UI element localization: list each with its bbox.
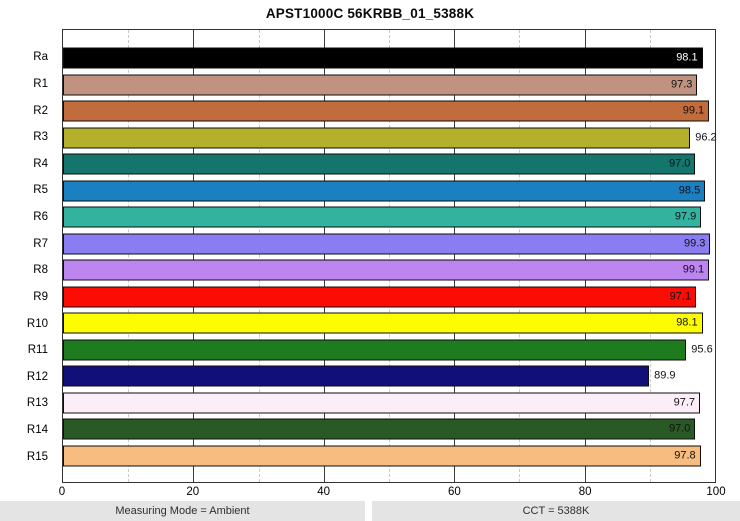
grid-major-line <box>584 30 586 482</box>
measuring-mode-text: Measuring Mode = Ambient <box>115 505 250 517</box>
bar-row: 99.3 <box>63 231 715 258</box>
gridlines <box>63 30 715 482</box>
y-axis-label: R11 <box>27 344 48 357</box>
bar-row: 98.1 <box>63 310 715 337</box>
grid-minor-line <box>519 30 521 482</box>
bar-row: 97.1 <box>63 284 715 311</box>
bar: 98.1 <box>63 312 703 334</box>
y-axis-label: R13 <box>26 397 48 410</box>
bar-row: 97.0 <box>63 416 715 443</box>
x-axis-tick-label: 80 <box>578 486 592 498</box>
bar: 97.0 <box>63 418 696 440</box>
grid-minor-line <box>258 30 260 482</box>
grid-minor-line <box>649 30 651 482</box>
plot-area: 98.1 97.3 99.1 96.2 97.0 98.5 97.9 99.3 99.1 97.1… <box>62 29 717 483</box>
bar: 97.7 <box>63 392 700 414</box>
bar: 99.3 <box>63 233 711 255</box>
y-axis-label: R6 <box>33 211 48 224</box>
bar-value-label: 97.9 <box>674 210 697 223</box>
bar-value-label: 97.7 <box>673 396 695 409</box>
x-axis-tick-label: 100 <box>706 486 726 498</box>
bar: 97.3 <box>63 74 698 96</box>
bar-rows: 98.1 97.3 99.1 96.2 97.0 98.5 97.9 99.3 99.1 97.1… <box>63 30 717 482</box>
bar: 97.0 <box>63 153 696 175</box>
bar-value-label: 96.2 <box>695 131 717 144</box>
cct-text: CCT = 5388K <box>522 505 590 517</box>
grid-major-line <box>193 30 195 482</box>
x-axis-tick-label: 60 <box>447 486 461 498</box>
bar-row: 98.5 <box>63 178 715 205</box>
bar-row: 97.7 <box>63 390 715 417</box>
bar-row: 97.3 <box>63 72 715 99</box>
bar <box>63 127 691 149</box>
x-axis-tick-label: 20 <box>186 486 200 498</box>
bar: 98.1 <box>63 47 703 69</box>
bar-row: 99.1 <box>63 98 715 125</box>
y-axis-label: R10 <box>26 317 48 330</box>
bar: 97.1 <box>63 286 697 308</box>
bar-value-label: 97.1 <box>669 290 692 303</box>
bar-value-label: 89.9 <box>654 369 676 382</box>
y-axis-label: Ra <box>33 51 48 64</box>
bar-row: 96.2 <box>63 125 717 152</box>
bar: 99.1 <box>63 100 710 122</box>
y-axis-labels: Ra R1 R2 R3 R4 R5 R6 R7 R8 R9 R10 R11 R12 R13 R14 R15 <box>0 29 55 483</box>
y-axis-label: R7 <box>33 237 48 250</box>
x-axis-tick-labels: 0 20 40 60 80 100 <box>58 486 726 500</box>
bar-row: 95.6 <box>63 337 715 364</box>
y-axis-label: R5 <box>33 184 48 197</box>
y-axis-label: R1 <box>33 77 48 90</box>
y-axis-label: R14 <box>26 424 48 437</box>
bar-row: 99.1 <box>63 257 715 284</box>
bar-row: 98.1 <box>63 45 715 72</box>
y-axis-label: R8 <box>33 264 48 277</box>
y-axis-label: R12 <box>26 370 48 383</box>
y-axis-label: R2 <box>33 104 48 117</box>
bar-value-label: 97.0 <box>669 422 691 435</box>
bar-row: 97.8 <box>63 443 715 470</box>
bar-value-label: 98.5 <box>678 184 701 197</box>
y-axis-label: R4 <box>33 157 48 170</box>
cct-box: CCT = 5388K <box>372 501 740 521</box>
bar-value-label: 97.3 <box>670 78 693 91</box>
bar-row: 97.0 <box>63 151 715 178</box>
bar-value-label: 98.1 <box>676 316 698 329</box>
grid-major-line <box>454 30 456 482</box>
bar <box>63 365 650 387</box>
x-axis-tick-label: 40 <box>317 486 330 498</box>
bar-value-label: 95.6 <box>691 343 713 356</box>
y-axis-label: R15 <box>26 450 48 463</box>
bar-row: 89.9 <box>63 363 715 390</box>
bar: 99.1 <box>63 259 710 281</box>
y-axis-label: R9 <box>33 290 48 303</box>
bar <box>63 339 687 361</box>
grid-minor-line <box>389 30 390 482</box>
bar-value-label: 97.0 <box>669 157 691 170</box>
bar-value-label: 99.3 <box>684 237 706 250</box>
bar: 97.9 <box>63 206 702 228</box>
bar-value-label: 97.8 <box>674 449 696 462</box>
bar-row: 97.9 <box>63 204 715 231</box>
grid-minor-line <box>128 30 130 482</box>
bar-value-label: 98.1 <box>676 51 698 64</box>
measuring-mode-box: Measuring Mode = Ambient <box>0 501 365 521</box>
y-axis-label: R3 <box>33 131 48 144</box>
bar: 98.5 <box>63 180 706 202</box>
bar-value-label: 99.1 <box>682 263 705 276</box>
grid-major-line <box>323 30 325 482</box>
bar: 97.8 <box>63 445 701 467</box>
x-axis-tick-label: 0 <box>58 486 66 498</box>
bar-value-label: 99.1 <box>682 104 705 117</box>
chart-title: APST1000C 56KRBB_01_5388K <box>265 6 475 21</box>
